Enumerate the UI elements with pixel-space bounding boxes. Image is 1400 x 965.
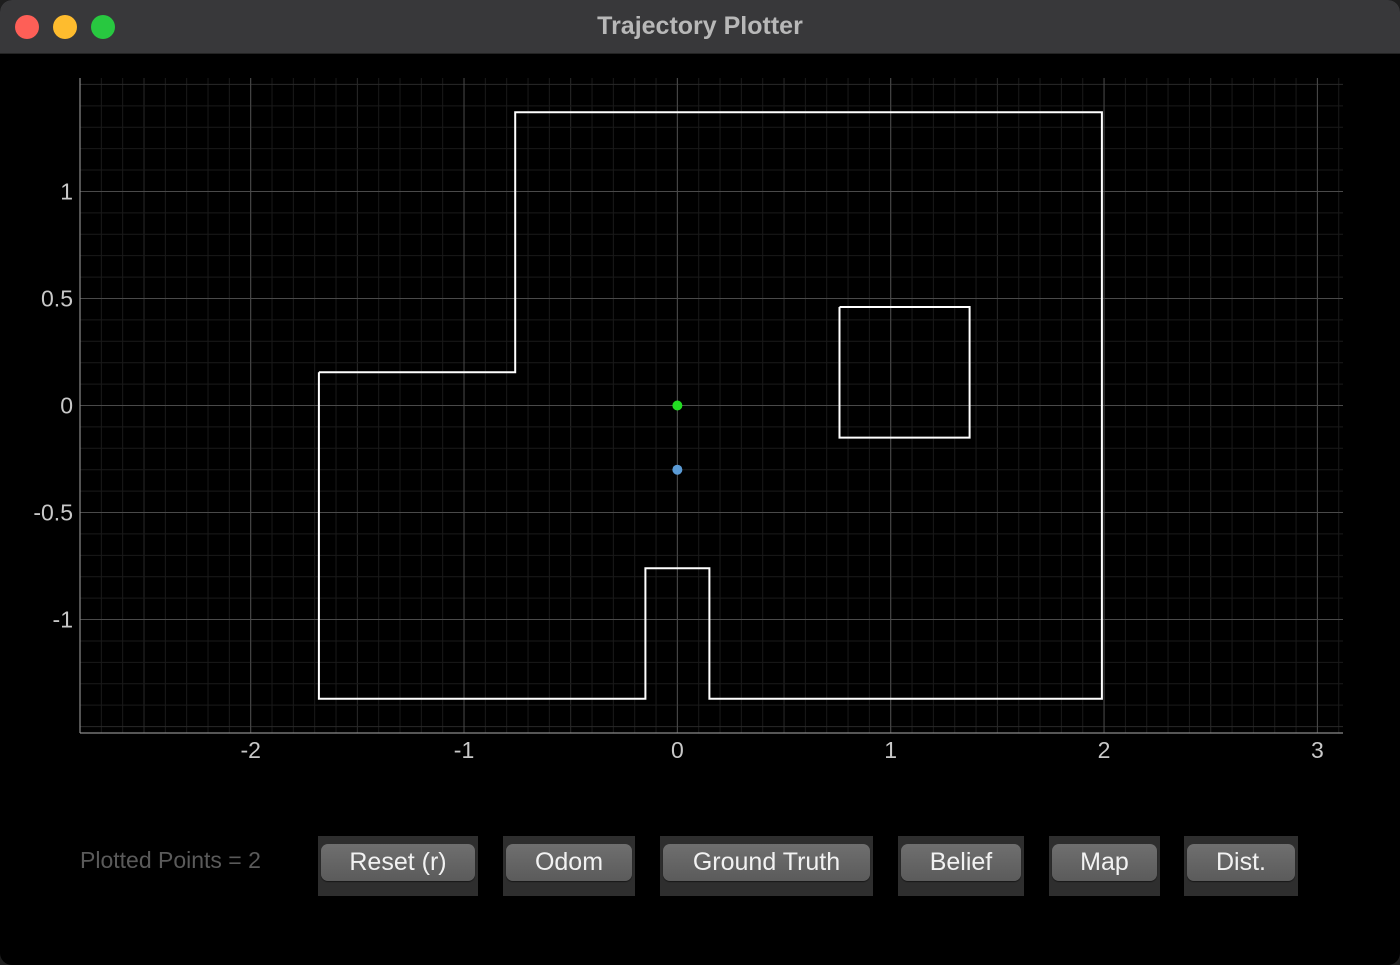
y-tick-label: -0.5 [33,500,73,526]
close-window-button[interactable] [15,15,39,39]
x-tick-label: -2 [240,737,260,763]
x-tick-label: 2 [1098,737,1111,763]
minimize-window-button[interactable] [53,15,77,39]
reset-button[interactable]: Reset (r) [321,844,475,881]
belief-button[interactable]: Belief [901,844,1021,881]
plot-axes [79,78,1343,734]
belief-button-frame: Belief [898,836,1024,896]
y-tick-label: 0 [60,393,73,419]
ground-truth-button[interactable]: Ground Truth [663,844,870,881]
major-grid [80,78,1343,733]
maximize-window-button[interactable] [91,15,115,39]
x-tick-label: 3 [1311,737,1324,763]
title-bar: Trajectory Plotter [0,0,1400,54]
reset-button-frame: Reset (r) [318,836,478,896]
x-tick-label: 0 [671,737,684,763]
point-green [672,400,683,411]
x-tick-label: -1 [454,737,474,763]
plotted-points [672,400,683,475]
y-tick-label: 1 [60,178,73,204]
x-tick-label: 1 [884,737,897,763]
y-tick-label: -1 [53,607,73,633]
tick-labels: -2 -1 0 1 2 3 1 0.5 0 -0.5 -1 [33,178,1323,763]
y-tick-label: 0.5 [41,285,73,311]
trajectory-plot[interactable]: -2 -1 0 1 2 3 1 0.5 0 -0.5 -1 [0,54,1400,794]
map-obstacle [838,306,971,439]
point-blue [672,464,683,475]
plotted-points-label: Plotted Points = 2 [80,847,261,873]
odom-button-frame: Odom [503,836,635,896]
map-button-frame: Map [1049,836,1160,896]
window-title: Trajectory Plotter [597,12,803,40]
map-walls [317,111,1103,700]
odom-button[interactable]: Odom [506,844,632,881]
dist-button[interactable]: Dist. [1187,844,1295,881]
ground-truth-button-frame: Ground Truth [660,836,873,896]
map-button[interactable]: Map [1052,844,1157,881]
map-outer-wall [317,111,1103,700]
dist-button-frame: Dist. [1184,836,1298,896]
